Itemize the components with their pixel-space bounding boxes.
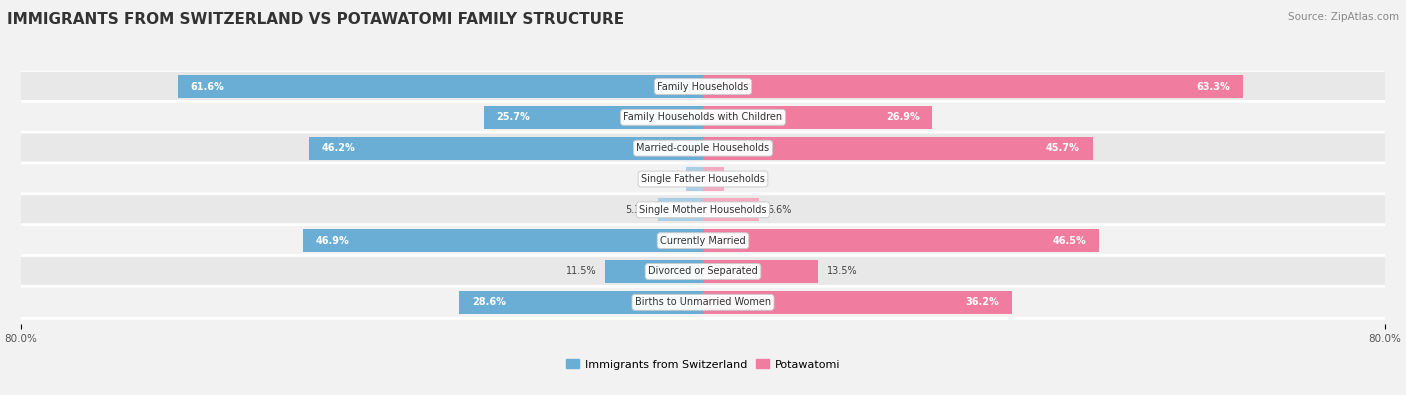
Text: 13.5%: 13.5% <box>827 267 858 276</box>
Bar <box>703 137 1092 160</box>
Bar <box>605 260 703 283</box>
Text: 28.6%: 28.6% <box>472 297 506 307</box>
Text: Family Households with Children: Family Households with Children <box>623 112 783 122</box>
Text: Divorced or Separated: Divorced or Separated <box>648 267 758 276</box>
Text: Family Households: Family Households <box>658 81 748 92</box>
FancyBboxPatch shape <box>4 163 1402 195</box>
Text: IMMIGRANTS FROM SWITZERLAND VS POTAWATOMI FAMILY STRUCTURE: IMMIGRANTS FROM SWITZERLAND VS POTAWATOM… <box>7 12 624 27</box>
Text: 63.3%: 63.3% <box>1197 81 1230 92</box>
FancyBboxPatch shape <box>4 225 1402 257</box>
Bar <box>484 106 703 129</box>
Text: 61.6%: 61.6% <box>191 81 225 92</box>
Text: 46.2%: 46.2% <box>322 143 356 153</box>
Text: 26.9%: 26.9% <box>886 112 920 122</box>
Text: Births to Unmarried Women: Births to Unmarried Women <box>636 297 770 307</box>
FancyBboxPatch shape <box>4 286 1402 318</box>
Text: Single Mother Households: Single Mother Households <box>640 205 766 215</box>
Bar <box>304 229 703 252</box>
Bar <box>658 198 703 221</box>
Text: 45.7%: 45.7% <box>1046 143 1080 153</box>
Bar <box>179 75 703 98</box>
FancyBboxPatch shape <box>4 70 1402 103</box>
FancyBboxPatch shape <box>4 256 1402 288</box>
Text: 46.9%: 46.9% <box>316 236 350 246</box>
Bar <box>703 198 759 221</box>
Bar <box>703 167 724 190</box>
Bar <box>703 229 1099 252</box>
Text: 2.5%: 2.5% <box>733 174 758 184</box>
Text: 46.5%: 46.5% <box>1053 236 1087 246</box>
Legend: Immigrants from Switzerland, Potawatomi: Immigrants from Switzerland, Potawatomi <box>561 355 845 374</box>
Bar <box>703 75 1243 98</box>
Bar <box>309 137 703 160</box>
FancyBboxPatch shape <box>4 101 1402 134</box>
Bar <box>703 260 818 283</box>
Text: 5.3%: 5.3% <box>624 205 650 215</box>
Text: 6.6%: 6.6% <box>768 205 792 215</box>
Text: Source: ZipAtlas.com: Source: ZipAtlas.com <box>1288 12 1399 22</box>
Text: 11.5%: 11.5% <box>565 267 596 276</box>
Bar <box>686 167 703 190</box>
Bar <box>703 106 932 129</box>
Text: Married-couple Households: Married-couple Households <box>637 143 769 153</box>
Text: Single Father Households: Single Father Households <box>641 174 765 184</box>
Text: 36.2%: 36.2% <box>965 297 998 307</box>
Bar <box>460 291 703 314</box>
FancyBboxPatch shape <box>4 194 1402 226</box>
Text: 2.0%: 2.0% <box>652 174 678 184</box>
Bar <box>703 291 1011 314</box>
Text: 25.7%: 25.7% <box>496 112 530 122</box>
Text: Currently Married: Currently Married <box>661 236 745 246</box>
FancyBboxPatch shape <box>4 132 1402 164</box>
